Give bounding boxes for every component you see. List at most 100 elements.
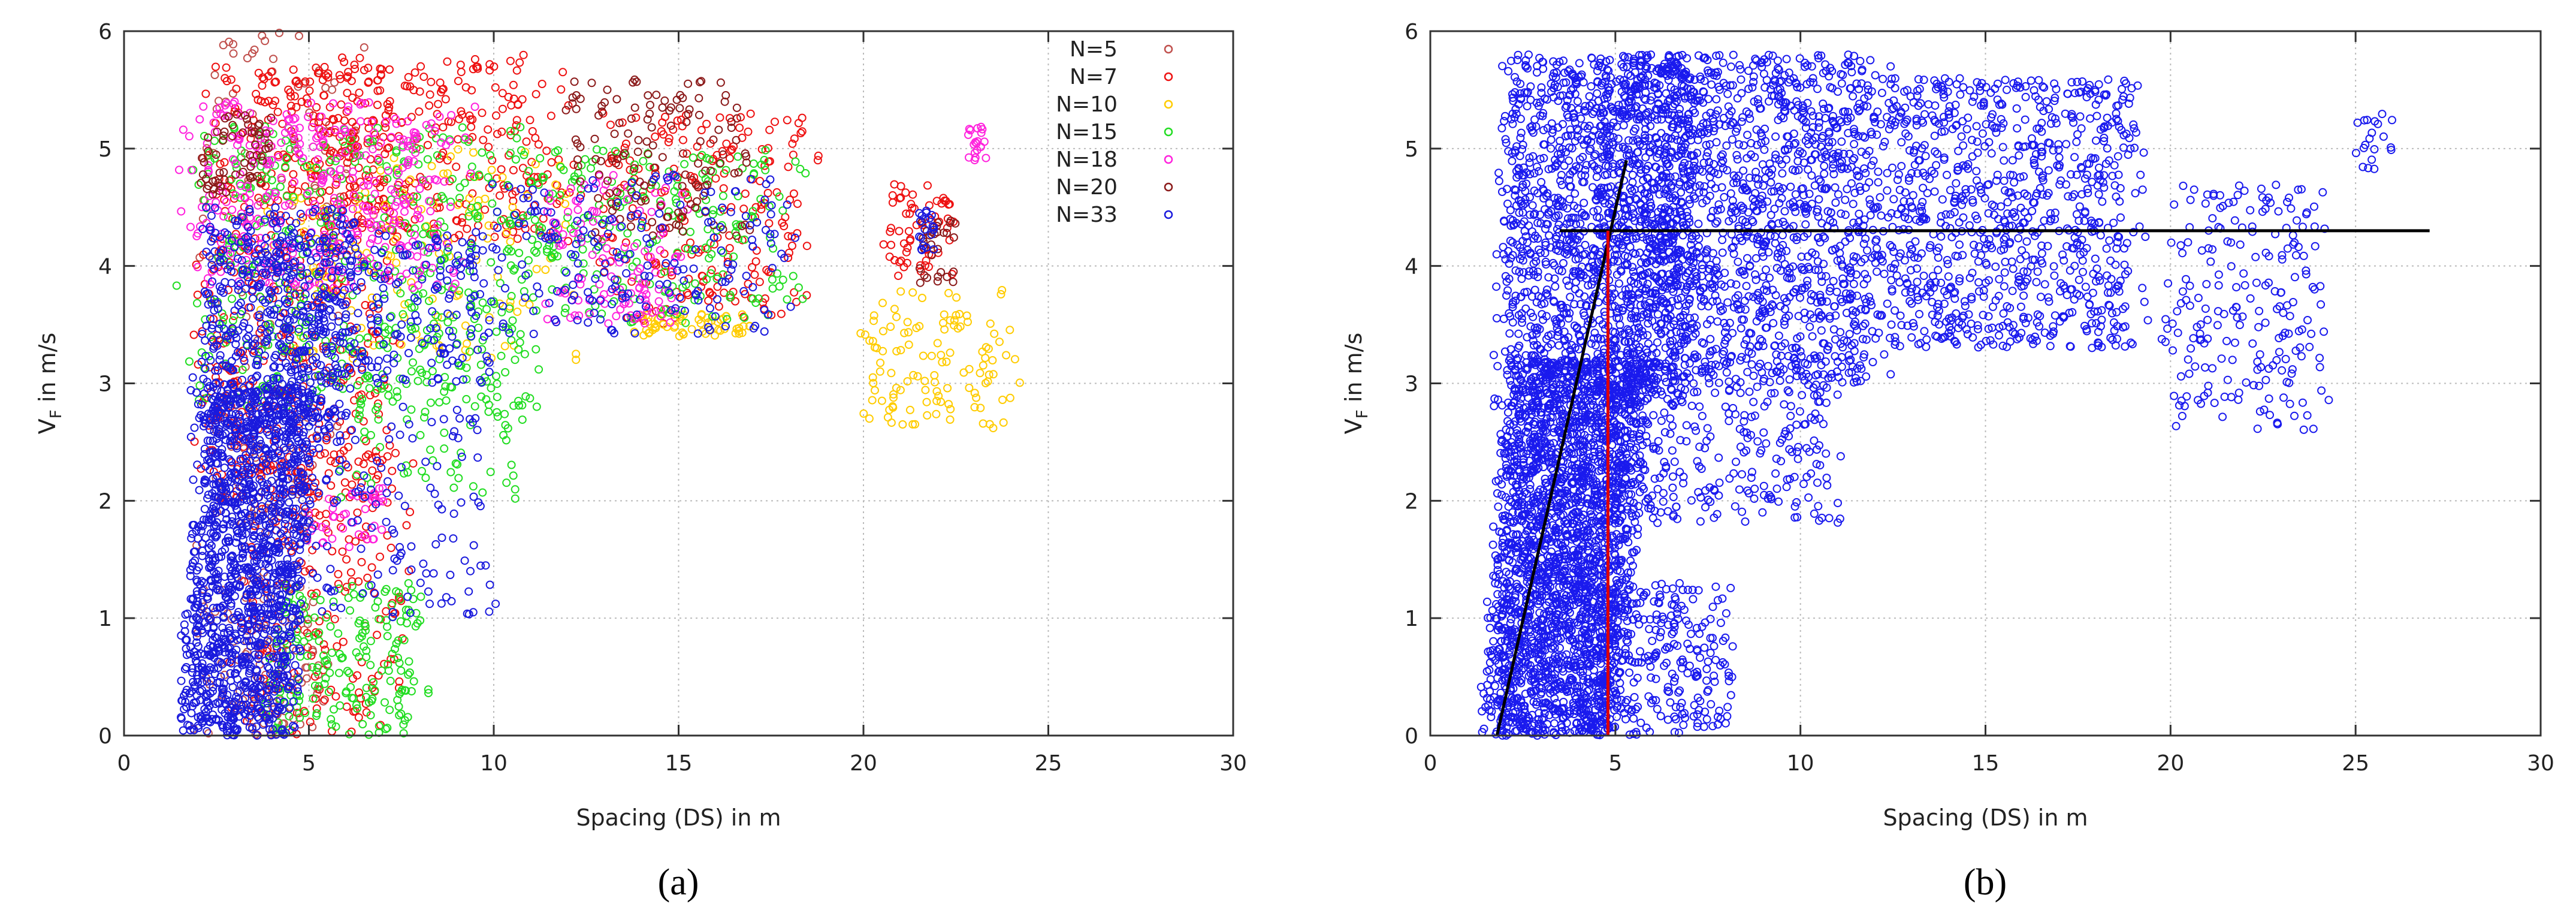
data-point <box>279 719 288 728</box>
data-point <box>902 248 911 257</box>
data-point <box>719 184 728 193</box>
data-point <box>342 555 351 564</box>
data-point <box>530 215 539 224</box>
data-point <box>506 237 515 246</box>
data-point <box>228 294 236 303</box>
data-point <box>338 53 347 62</box>
data-point <box>325 186 334 195</box>
data-point <box>288 179 297 188</box>
data-point <box>932 409 941 418</box>
data-point <box>286 101 295 110</box>
data-point <box>896 182 905 191</box>
data-point <box>339 637 348 646</box>
data-point <box>746 109 755 118</box>
data-point <box>325 668 334 677</box>
data-point <box>612 312 621 321</box>
data-point <box>514 345 523 354</box>
data-point <box>319 91 328 100</box>
data-point <box>361 505 370 514</box>
data-point <box>427 162 436 171</box>
data-point <box>327 481 336 490</box>
data-point <box>228 316 237 325</box>
data-point <box>290 177 299 186</box>
data-point <box>198 552 207 561</box>
data-point <box>342 702 351 711</box>
data-point <box>875 367 884 376</box>
data-point <box>392 258 401 267</box>
data-point <box>415 107 424 116</box>
data-point <box>359 417 368 426</box>
data-point <box>439 123 448 132</box>
data-point <box>654 297 663 306</box>
data-point <box>361 452 370 461</box>
data-point <box>927 351 936 360</box>
data-point <box>946 348 955 357</box>
data-point <box>398 634 407 643</box>
data-point <box>789 272 798 281</box>
data-point <box>894 272 903 281</box>
data-point <box>750 270 759 279</box>
data-point <box>320 695 329 704</box>
data-point <box>248 49 256 58</box>
data-point <box>478 109 487 117</box>
data-point <box>909 370 918 379</box>
data-point <box>391 115 400 123</box>
data-point <box>554 155 563 164</box>
data-point <box>321 83 330 92</box>
data-point <box>402 521 411 530</box>
data-point <box>325 149 334 158</box>
data-point <box>354 713 363 722</box>
data-point <box>493 393 502 402</box>
data-point <box>509 80 518 89</box>
data-point <box>344 68 353 77</box>
data-point <box>383 100 392 109</box>
data-point <box>313 689 322 698</box>
data-point <box>302 674 311 683</box>
data-point <box>904 341 913 349</box>
data-point <box>789 150 798 159</box>
data-point <box>959 368 968 377</box>
data-point <box>507 460 516 469</box>
data-point <box>887 369 896 378</box>
data-point <box>383 632 392 641</box>
data-point <box>470 402 479 411</box>
data-point <box>985 370 993 379</box>
data-point <box>410 215 419 224</box>
data-point <box>428 367 437 376</box>
data-point <box>401 461 410 470</box>
data-point <box>532 248 540 257</box>
data-point <box>609 171 618 180</box>
data-point <box>275 28 283 37</box>
data-point <box>355 88 364 97</box>
data-point <box>513 308 522 317</box>
data-point <box>312 103 321 112</box>
data-point <box>326 622 335 631</box>
data-point <box>765 219 774 228</box>
data-point <box>531 134 540 143</box>
data-point <box>221 74 229 83</box>
data-point <box>486 468 495 477</box>
data-point <box>454 474 463 483</box>
data-point <box>281 136 290 145</box>
data-point <box>361 99 370 108</box>
data-point <box>457 218 466 227</box>
data-point <box>449 483 458 492</box>
data-point <box>493 412 502 421</box>
data-point <box>921 385 930 394</box>
data-point <box>197 179 206 188</box>
data-point <box>365 384 374 393</box>
scatter-points <box>172 28 1024 740</box>
data-point <box>519 50 528 59</box>
data-point <box>200 505 209 514</box>
data-point <box>509 471 518 480</box>
data-point <box>330 450 339 459</box>
data-point <box>484 221 493 230</box>
data-point <box>348 291 357 300</box>
data-point <box>784 162 793 171</box>
data-point <box>201 534 210 543</box>
data-point <box>465 347 474 356</box>
data-point <box>203 727 212 736</box>
data-point <box>346 568 355 577</box>
data-point <box>185 357 194 366</box>
